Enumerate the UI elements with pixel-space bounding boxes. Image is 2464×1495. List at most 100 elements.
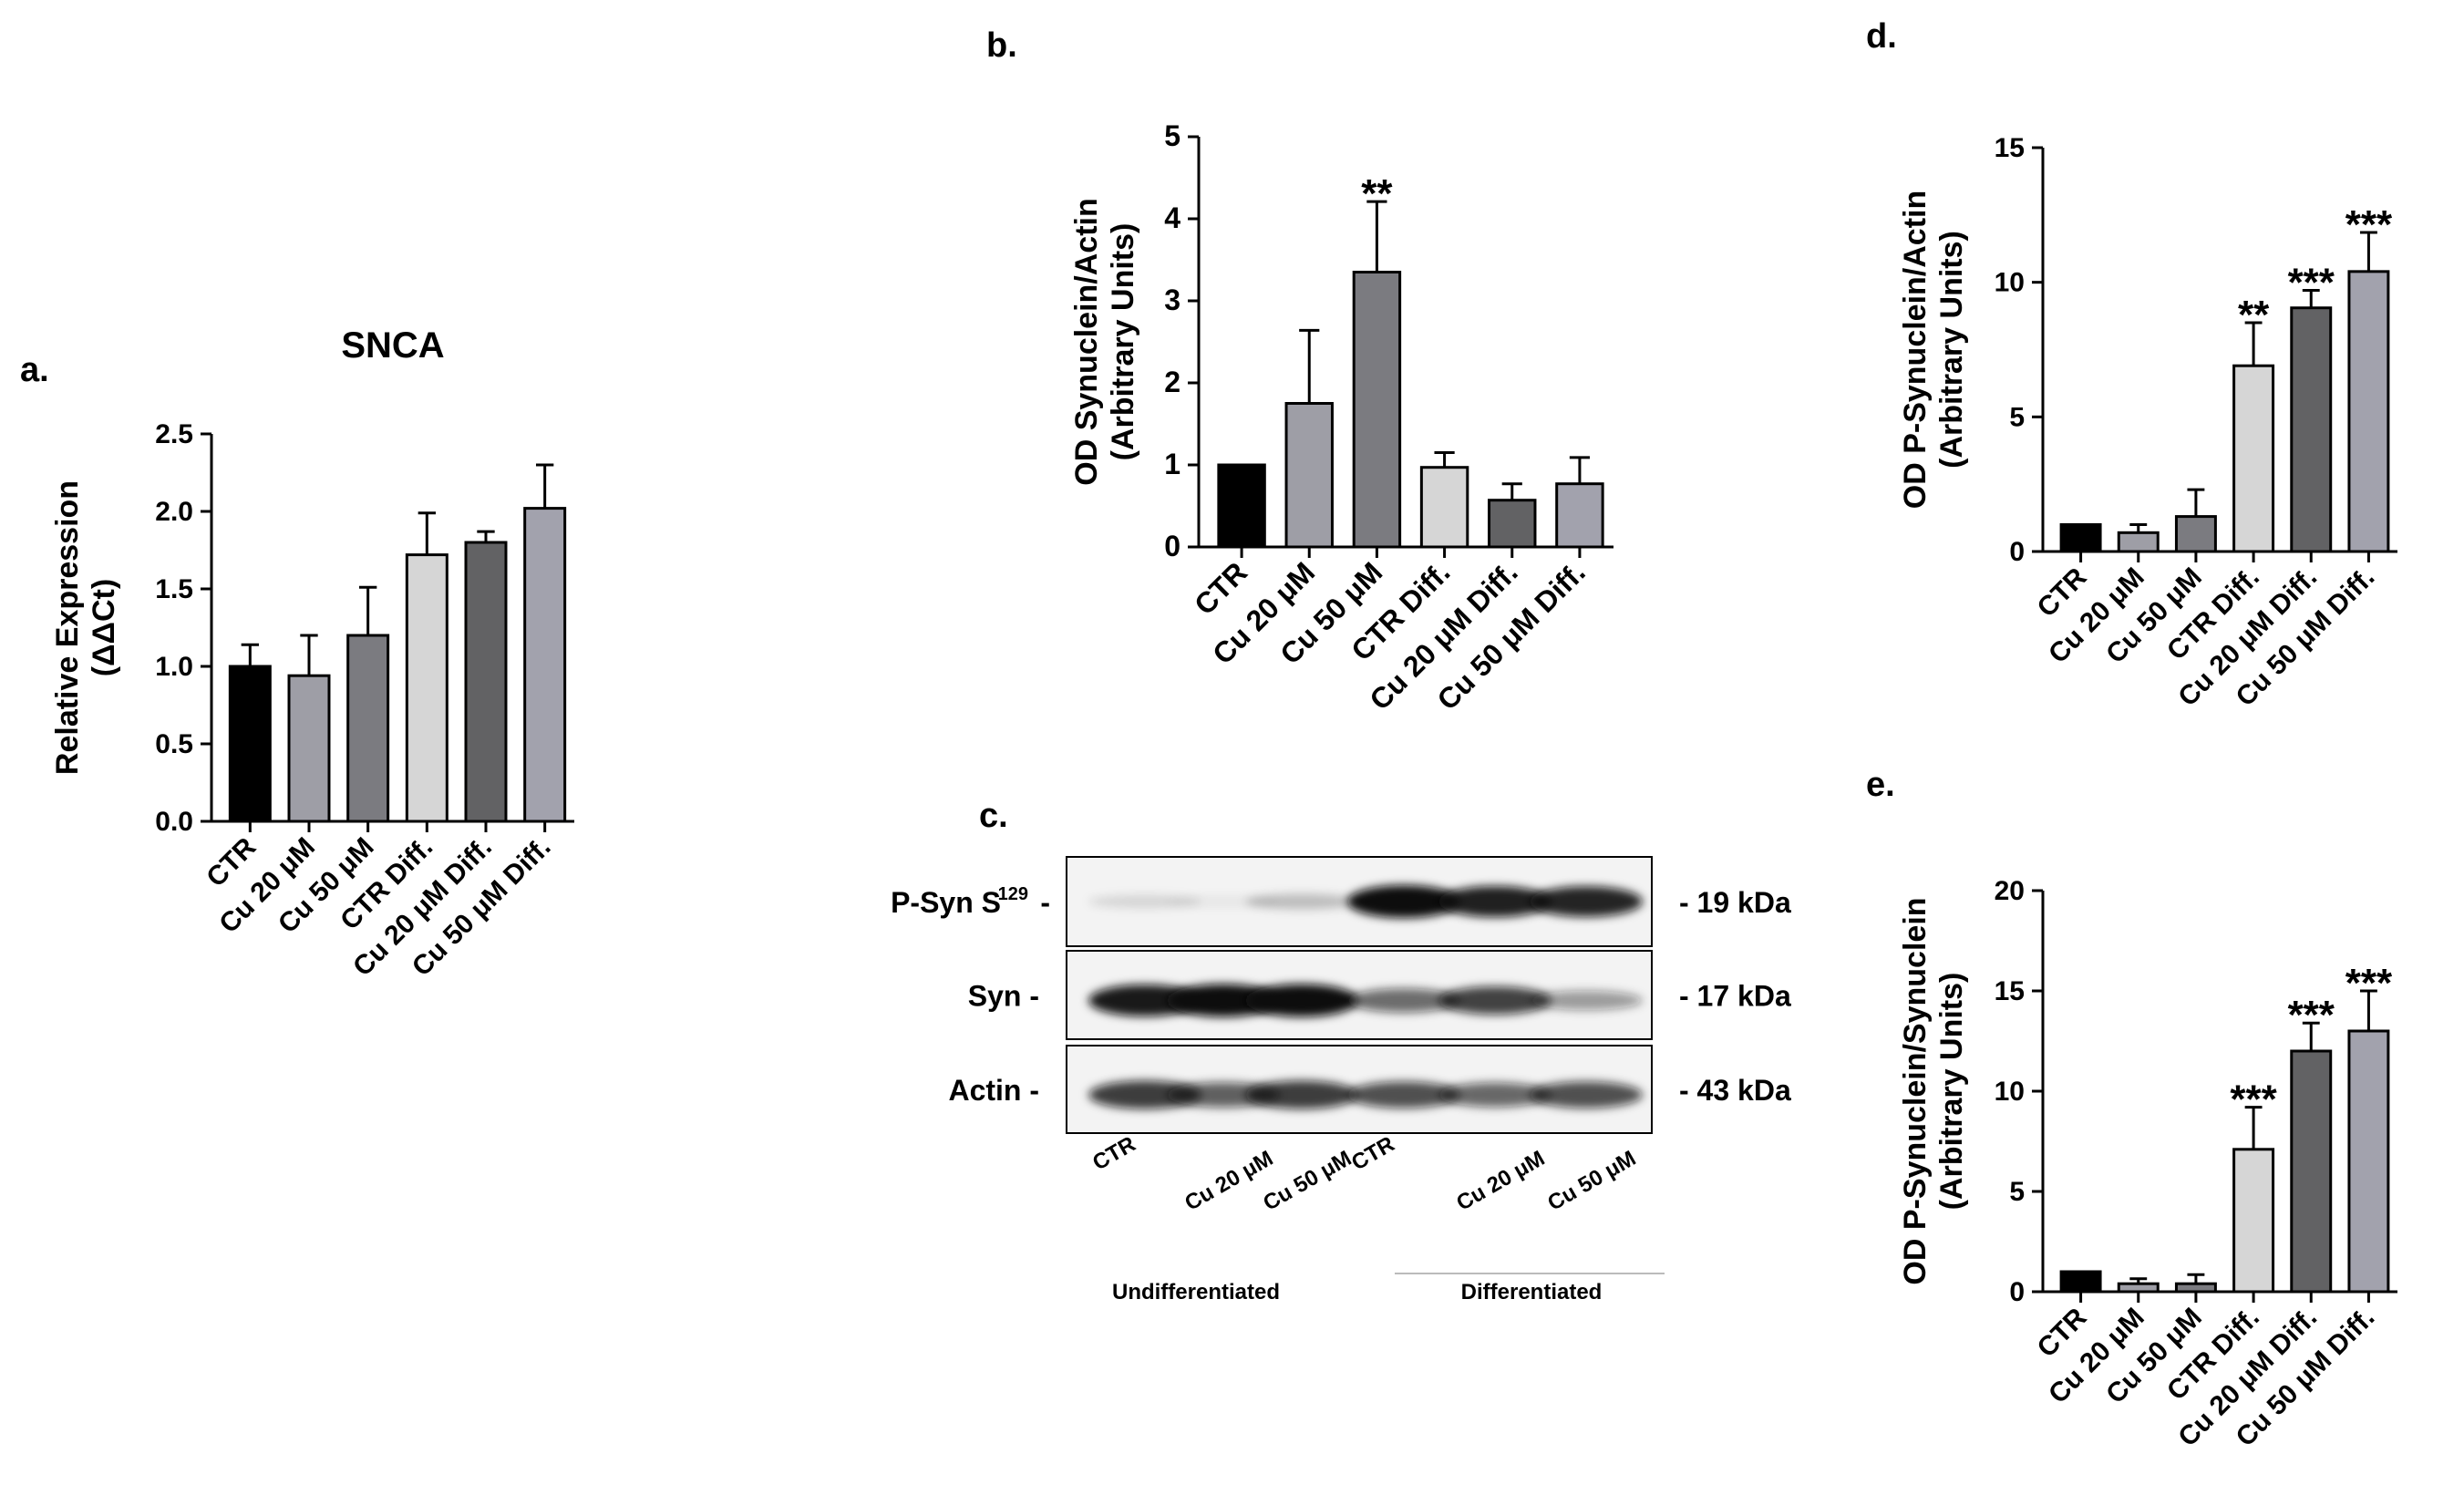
blot-band-2-5: [1530, 1081, 1643, 1108]
bar-e-4: [2290, 1049, 2333, 1294]
y-axis-label-d: OD P-Synuclein/Actin: [1898, 191, 1933, 510]
blot-lane-label-1: Cu 20 μM: [1180, 1146, 1277, 1216]
blot-band-0-5: [1530, 886, 1643, 917]
chart-panel-b: 0 1 2 3 4 5 OD Synuclein/Actin (Arbitrary Units…: [1069, 119, 1613, 717]
chart-title-a: SNCA: [341, 325, 444, 366]
y-tick-label-a: 2.5: [155, 419, 193, 449]
blot-band-0-3: [1347, 885, 1460, 918]
bar-a-2: [346, 634, 390, 823]
bar-d-4: [2290, 306, 2333, 553]
panel-label-e: e.: [1866, 766, 1895, 804]
y-tick-label-e: 5: [2009, 1177, 2025, 1207]
significance-b-2: **: [1361, 171, 1393, 216]
y-tick-label-b: 4: [1164, 201, 1180, 234]
bar-a-3: [405, 553, 448, 823]
bar-e-1: [2117, 1282, 2160, 1294]
y-tick-label-b: 0: [1164, 530, 1180, 562]
y-tick-label-a: 0.0: [155, 807, 193, 837]
y-tick-label-b: 3: [1164, 284, 1180, 316]
blot-row-sup-0: 129: [998, 884, 1028, 904]
bar-a-0: [228, 665, 272, 823]
significance-e-3: ***: [2230, 1077, 2277, 1122]
significance-d-4: ***: [2288, 261, 2335, 305]
bar-e-2: [2174, 1282, 2217, 1294]
blot-group-label-1: Differentiated: [1461, 1280, 1603, 1304]
y-axis-label-e: OD P-Synuclein/Synuclein: [1898, 897, 1933, 1284]
bar-b-5: [1555, 482, 1604, 549]
bar-a-1: [287, 674, 331, 823]
y-axis-label-a: Relative Expression: [50, 480, 85, 775]
bar-a-5: [523, 507, 567, 823]
chart-panel-e: 0 5 10 15 20 OD P-Synuclein/Synuclein (Arbitra…: [1898, 876, 2397, 1452]
y-tick-label-e: 15: [1995, 976, 2025, 1006]
significance-e-4: ***: [2288, 993, 2335, 1037]
blot-band-1-5: [1530, 990, 1643, 1011]
bar-d-3: [2232, 364, 2275, 553]
y-tick-label-d: 10: [1995, 268, 2025, 298]
blot-band-2-4: [1438, 1082, 1552, 1108]
bar-d-5: [2347, 270, 2390, 553]
blot-band-1-4: [1438, 986, 1552, 1015]
y-axis-label-2-b: (Arbitrary Units): [1106, 223, 1140, 461]
blot-lane-label-3: CTR: [1347, 1131, 1398, 1175]
blot-band-2-0: [1088, 1080, 1201, 1109]
y-tick-label-d: 5: [2009, 402, 2025, 432]
y-tick-label-b: 5: [1164, 119, 1180, 152]
panel-label-b: b.: [986, 26, 1017, 65]
blot-band-2-2: [1245, 1080, 1358, 1109]
bar-b-2: [1352, 271, 1402, 549]
blot-lane-label-0: CTR: [1088, 1131, 1139, 1175]
significance-d-3: **: [2238, 293, 2270, 337]
y-tick-label-d: 0: [2009, 537, 2025, 567]
bar-e-5: [2347, 1029, 2390, 1294]
chart-panel-d: 0 5 10 15 OD P-Synuclein/Actin (Arbitrary Uni…: [1898, 133, 2397, 712]
bar-b-0: [1217, 463, 1266, 549]
y-axis-label-b: OD Synuclein/Actin: [1069, 198, 1104, 486]
bar-e-0: [2059, 1270, 2102, 1294]
blot-band-1-2: [1245, 984, 1358, 1017]
y-tick-label-a: 1.0: [155, 652, 193, 682]
y-tick-label-d: 15: [1995, 133, 2025, 163]
y-tick-label-a: 0.5: [155, 729, 193, 759]
bar-a-4: [464, 541, 508, 823]
blot-row-dash-0: -: [1040, 886, 1050, 919]
y-tick-label-b: 1: [1164, 448, 1180, 480]
blot-band-1-1: [1167, 984, 1280, 1017]
blot-lane-label-5: Cu 50 μM: [1543, 1146, 1640, 1216]
blot-row-label-0: P-Syn S: [891, 886, 1001, 919]
significance-d-5: ***: [2345, 202, 2393, 247]
bar-e-3: [2232, 1148, 2275, 1294]
blot-row-label-1: Syn -: [968, 980, 1039, 1013]
blot-size-label-1: - 17 kDa: [1679, 980, 1791, 1013]
bar-b-4: [1488, 499, 1537, 549]
chart-panel-a: SNCA 0.0 0.5 1.0 1.5 2.0 2.5 Relative Expressio…: [50, 325, 574, 982]
blot-group-label-0: Undifferentiated: [1112, 1280, 1280, 1304]
bar-d-0: [2059, 522, 2102, 553]
blot-band-1-0: [1088, 985, 1201, 1016]
significance-e-5: ***: [2345, 961, 2393, 1005]
y-axis-label-2-a: (ΔΔCt): [87, 579, 121, 676]
blot-band-1-3: [1347, 988, 1460, 1013]
bar-d-2: [2174, 515, 2217, 553]
blot-band-0-4: [1438, 885, 1552, 918]
y-tick-label-e: 20: [1995, 876, 2025, 906]
bar-d-1: [2117, 531, 2160, 553]
panel-label-c: c.: [979, 797, 1008, 835]
bar-b-1: [1284, 402, 1334, 549]
y-tick-label-b: 2: [1164, 366, 1180, 398]
blot-row-label-2: Actin -: [948, 1074, 1039, 1107]
blot-lane-label-2: Cu 50 μM: [1259, 1146, 1356, 1216]
blot-size-label-0: - 19 kDa: [1679, 886, 1791, 919]
blot-lane-label-4: Cu 20 μM: [1452, 1146, 1549, 1216]
y-tick-label-e: 10: [1995, 1077, 2025, 1107]
y-tick-label-e: 0: [2009, 1277, 2025, 1307]
y-axis-label-2-e: (Arbitrary Units): [1934, 973, 1969, 1211]
panel-label-d: d.: [1866, 17, 1897, 56]
blot-size-label-2: - 43 kDa: [1679, 1074, 1791, 1107]
y-tick-label-a: 1.5: [155, 574, 193, 604]
y-axis-label-2-d: (Arbitrary Units): [1934, 231, 1969, 469]
blot-band-0-2: [1245, 893, 1358, 910]
panel-label-a: a.: [20, 351, 49, 389]
